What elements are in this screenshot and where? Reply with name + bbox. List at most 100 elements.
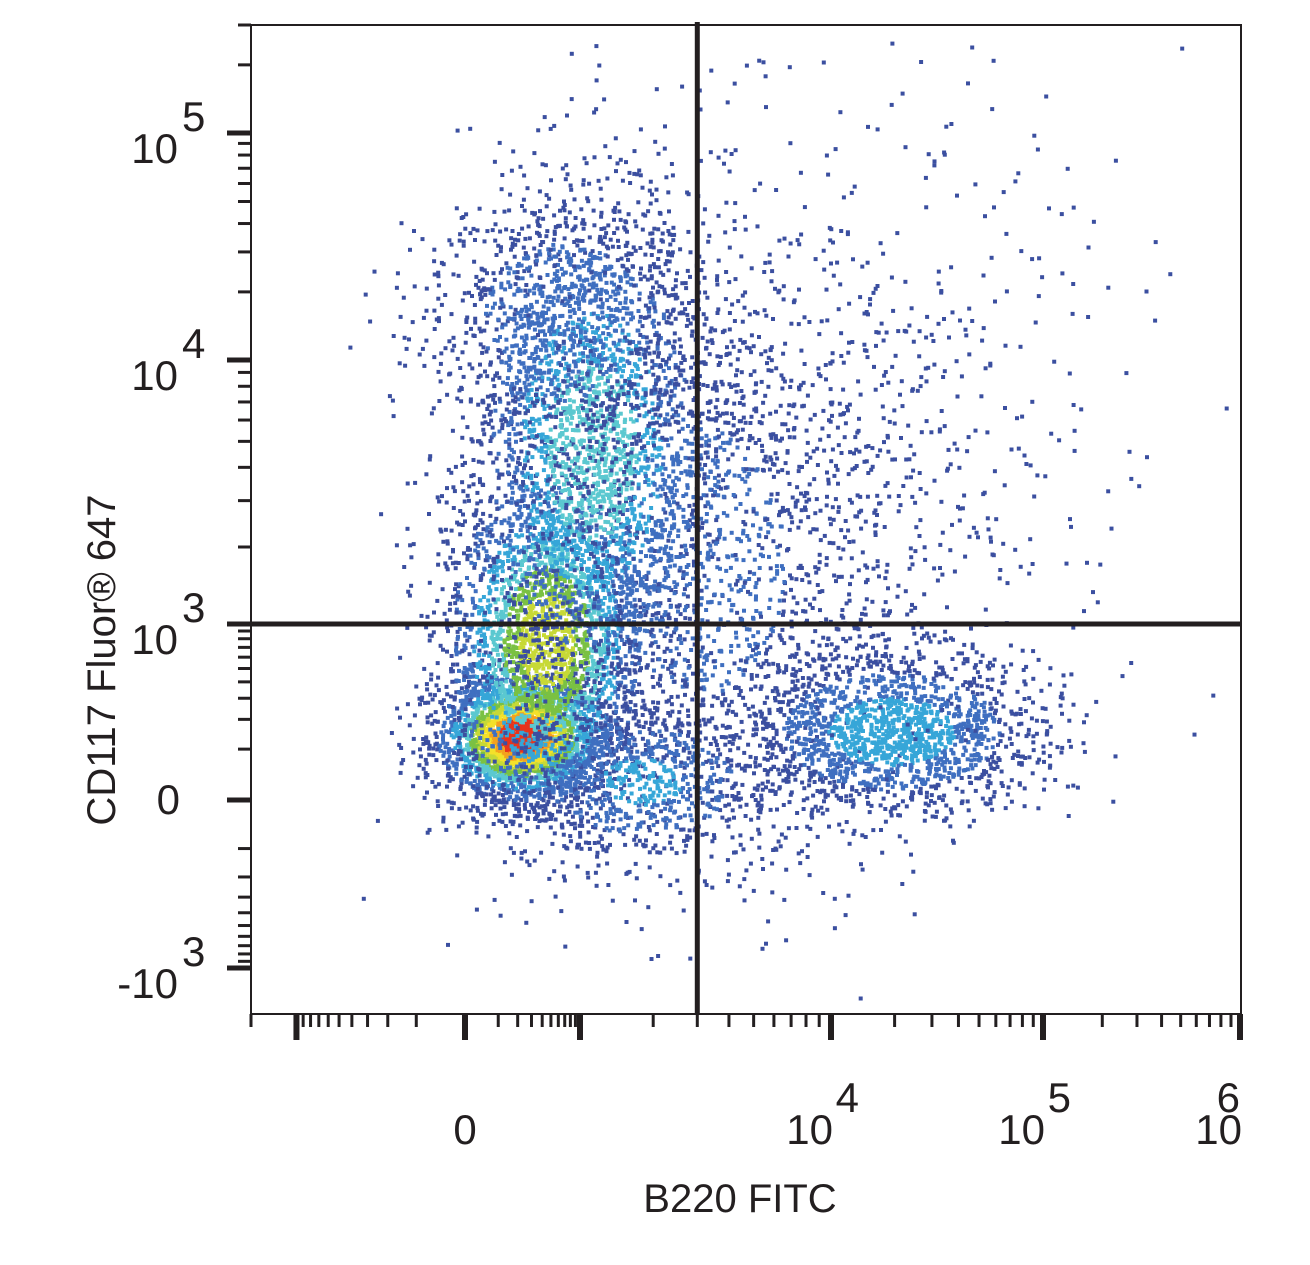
event-dot	[516, 686, 521, 690]
event-dot	[446, 799, 451, 804]
event-dot	[421, 737, 426, 741]
event-dot	[540, 713, 545, 718]
event-dot	[527, 615, 531, 620]
event-dot	[573, 643, 578, 648]
event-dot	[558, 783, 563, 788]
event-dot	[669, 588, 674, 593]
event-dot	[551, 557, 556, 562]
event-dot	[510, 606, 515, 611]
event-dot	[422, 666, 427, 671]
event-dot	[610, 579, 615, 584]
event-dot	[402, 565, 407, 569]
event-dot	[408, 543, 413, 548]
event-dot	[524, 728, 529, 733]
event-dot	[546, 504, 551, 509]
event-dot	[529, 802, 534, 807]
event-dot	[564, 714, 569, 719]
event-dot	[520, 593, 525, 598]
event-dot	[593, 705, 598, 710]
event-dot	[542, 689, 547, 694]
event-dot	[500, 569, 505, 574]
event-dot	[512, 751, 517, 756]
event-dot	[450, 777, 455, 782]
event-dot	[536, 780, 540, 785]
event-dot	[556, 774, 561, 778]
event-dot	[518, 504, 523, 509]
event-dot	[436, 804, 441, 808]
event-dot	[456, 590, 460, 595]
event-dot	[460, 703, 465, 708]
event-dot	[604, 575, 609, 579]
event-dot	[499, 769, 504, 774]
event-dot	[474, 719, 479, 724]
event-dot	[474, 682, 479, 687]
event-dot	[644, 609, 649, 614]
event-dot	[457, 736, 462, 740]
event-dot	[586, 705, 591, 710]
event-dot	[555, 718, 560, 722]
event-dot	[602, 613, 607, 618]
event-dot	[474, 769, 479, 774]
event-dot	[586, 819, 591, 824]
event-dot	[531, 565, 536, 570]
event-dot	[605, 654, 610, 659]
event-dot	[610, 555, 615, 560]
event-dot	[622, 580, 627, 585]
event-dot	[405, 526, 410, 531]
event-dot	[552, 507, 557, 512]
event-dot	[507, 582, 512, 587]
event-dot	[590, 696, 595, 701]
event-dot	[427, 580, 432, 585]
event-dot	[454, 648, 458, 653]
event-dot	[474, 756, 479, 760]
event-dot	[567, 809, 572, 814]
event-dot	[511, 647, 516, 652]
event-dot	[615, 745, 620, 749]
event-dot	[563, 680, 567, 685]
event-dot	[641, 530, 646, 535]
event-dot	[550, 704, 555, 709]
event-dot	[563, 728, 568, 733]
event-dot	[479, 779, 484, 784]
event-dot	[503, 672, 507, 677]
event-dot	[466, 751, 471, 756]
event-dot	[490, 565, 495, 570]
event-dot	[515, 702, 519, 706]
event-dot	[547, 692, 552, 697]
event-dot	[523, 558, 527, 563]
event-dot	[561, 592, 566, 597]
event-dot	[588, 636, 593, 640]
event-dot	[572, 590, 577, 595]
event-dot	[487, 731, 492, 736]
event-dot	[454, 607, 459, 612]
event-dot	[625, 732, 629, 736]
event-dot	[471, 583, 476, 588]
event-dot	[454, 652, 459, 657]
event-dot	[525, 487, 530, 492]
event-dot	[464, 779, 469, 784]
event-dot	[468, 547, 472, 552]
event-dot	[551, 785, 555, 790]
event-dot	[681, 576, 686, 580]
event-dot	[563, 527, 568, 532]
event-dot	[458, 610, 463, 615]
event-dot	[606, 723, 611, 728]
event-dot	[445, 715, 450, 720]
event-dot	[504, 705, 508, 710]
event-dot	[566, 532, 571, 537]
event-dot	[557, 600, 562, 605]
event-dot	[538, 672, 543, 677]
event-dot	[528, 749, 533, 753]
event-dot	[535, 496, 540, 501]
event-dot	[583, 667, 588, 671]
event-dot	[539, 804, 544, 809]
event-dot	[496, 597, 501, 602]
event-dot	[459, 706, 464, 711]
event-dot	[623, 654, 628, 659]
event-dot	[510, 729, 515, 734]
event-dot	[459, 686, 464, 691]
event-dot	[578, 700, 583, 705]
event-dot	[458, 745, 463, 750]
event-dot	[463, 460, 467, 465]
event-dot	[607, 791, 612, 796]
